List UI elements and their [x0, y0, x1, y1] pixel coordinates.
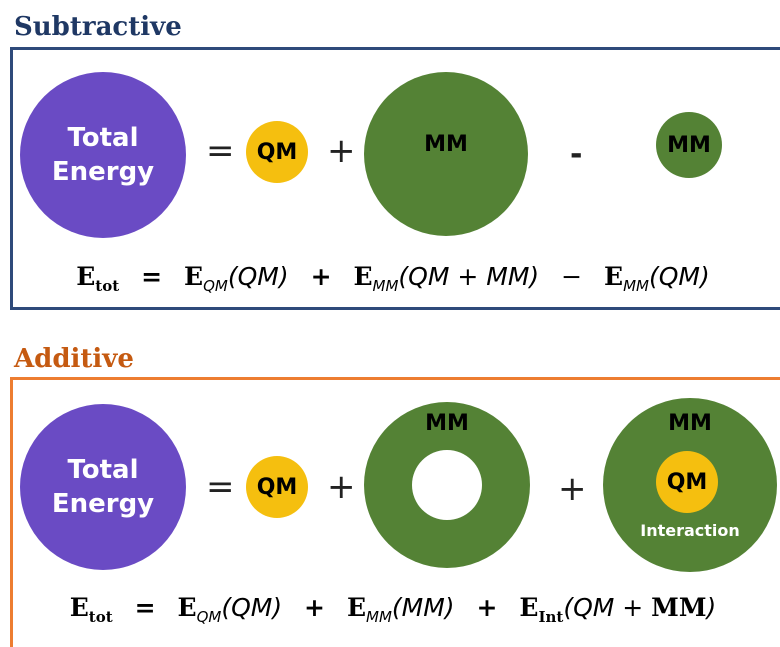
equals-sign-additive: = — [206, 467, 235, 507]
add-plus-op-2: + — [476, 593, 498, 622]
plus-sign-additive: + — [327, 467, 356, 507]
total-energy-circle-additive: Total Energy — [20, 404, 186, 570]
additive-panel — [10, 377, 780, 647]
qm-circle: QM — [246, 121, 308, 183]
add-e-int: E — [519, 593, 539, 622]
e-tot: E — [76, 262, 96, 291]
add-eq-sign: = — [134, 593, 156, 622]
e-mm2-arg: (QM) — [648, 262, 710, 291]
mm-small-circle: MM — [656, 112, 722, 178]
e-mm: E — [353, 262, 373, 291]
add-plus-op: + — [304, 593, 325, 622]
e-mm-arg: (QM + MM) — [398, 262, 540, 291]
plus-sign-additive-2: + — [558, 469, 587, 509]
add-e-mm-sub: MM — [366, 608, 392, 626]
add-e-tot-sub: tot — [88, 608, 113, 626]
subtractive-equation: Etot = EQM(QM) + EMM(QM + MM) − EMM(QM) — [18, 262, 768, 295]
e-mm2: E — [604, 262, 624, 291]
qm-label-additive: QM — [256, 474, 298, 500]
subtractive-panel — [10, 47, 780, 310]
e-qm: E — [184, 262, 204, 291]
add-e-mm: E — [346, 593, 366, 622]
subtractive-title: Subtractive — [14, 12, 182, 42]
add-e-qm: E — [177, 593, 197, 622]
additive-title: Additive — [14, 344, 134, 374]
add-e-qm-sub: QM — [196, 608, 222, 626]
mm-ring-hole — [412, 450, 482, 520]
add-e-int-arg-open: (QM + — [563, 593, 652, 622]
plus-op: + — [310, 262, 332, 291]
mm-interaction-label: MM — [668, 411, 712, 436]
total-energy-line2: Energy — [51, 157, 155, 187]
add-e-mm-arg: (MM) — [391, 593, 455, 622]
add-e-int-arg-mm: MM — [651, 593, 707, 622]
e-mm-sub: MM — [372, 277, 399, 295]
qm-label: QM — [256, 139, 298, 165]
add-e-int-arg-close: ) — [706, 593, 717, 622]
mm-small-label: MM — [667, 132, 711, 158]
total-energy-line2-additive: Energy — [51, 489, 155, 519]
total-energy-line1: Total — [67, 123, 139, 153]
add-e-int-sub: Int — [538, 608, 564, 626]
qm-interaction-circle: QM — [656, 451, 718, 513]
qm-circle-additive: QM — [246, 456, 308, 518]
e-qm-sub: QM — [203, 277, 228, 295]
e-tot-sub: tot — [95, 277, 120, 295]
mm-ring-label: MM — [425, 411, 469, 436]
total-energy-circle: Total Energy — [20, 72, 186, 238]
add-e-tot: E — [69, 593, 89, 622]
minus-sign: - — [570, 137, 583, 172]
plus-sign: + — [327, 131, 356, 171]
add-e-qm-arg: (QM) — [221, 593, 283, 622]
e-mm2-sub: MM — [623, 277, 649, 295]
equals-sign: = — [206, 131, 235, 171]
mm-large-circle: MM — [364, 72, 528, 236]
total-energy-line1-additive: Total — [67, 455, 139, 485]
qm-interaction-label: QM — [666, 469, 708, 495]
mm-large-label: MM — [424, 132, 468, 157]
eq-sign: = — [141, 262, 163, 291]
interaction-label: Interaction — [640, 521, 740, 540]
minus-op: − — [561, 262, 583, 291]
additive-equation: Etot = EQM(QM) + EMM(MM) + EInt(QM + MM) — [18, 593, 768, 626]
e-qm-arg: (QM) — [227, 262, 289, 291]
